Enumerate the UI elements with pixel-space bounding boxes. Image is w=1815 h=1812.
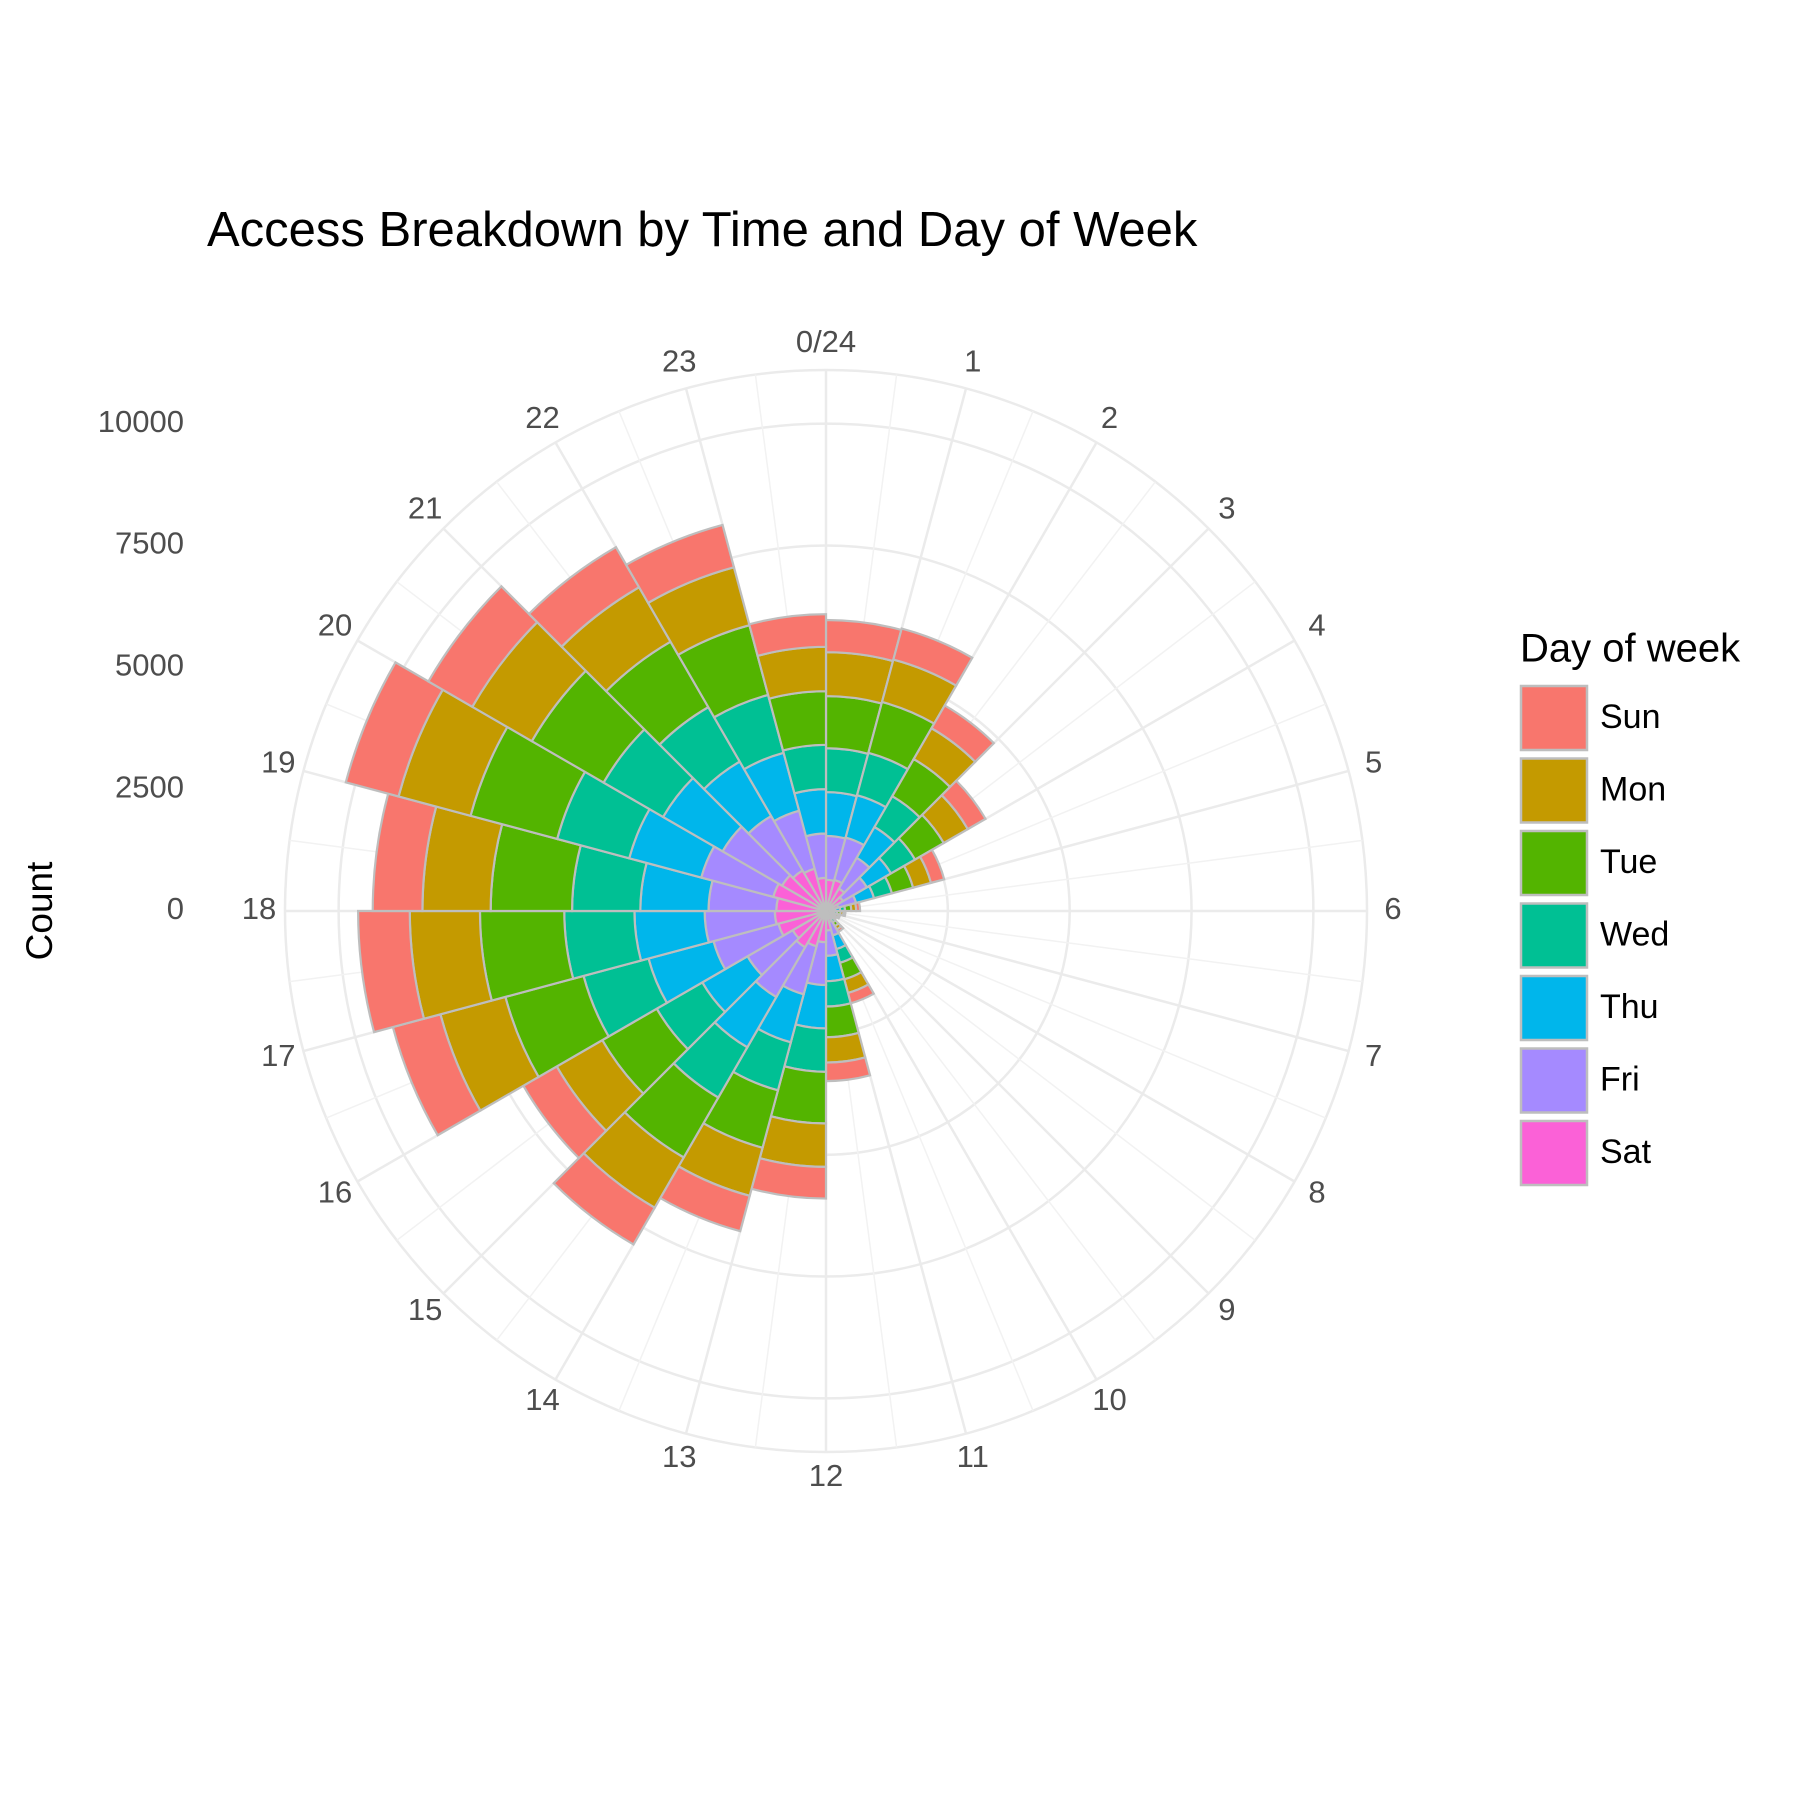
legend-key (1519, 974, 1589, 1042)
legend-label: Sun (1600, 698, 1661, 736)
bar-segment (527, 545, 641, 649)
legend-key (1519, 757, 1589, 824)
x-tick-label: 1 (964, 344, 981, 379)
x-tick-label: 16 (318, 1175, 352, 1210)
bar-segment (426, 584, 539, 709)
y-tick-label: 10000 (98, 404, 184, 439)
x-tick-label: 0/24 (796, 324, 856, 359)
x-tick-label: 11 (957, 1439, 989, 1474)
grid-spoke (825, 909, 1296, 1183)
minor-spoke (825, 910, 1363, 983)
legend-key (1519, 1119, 1589, 1187)
y-tick-label: 0 (167, 891, 184, 926)
bar-segment (841, 909, 847, 918)
x-tick-label: 4 (1308, 608, 1325, 643)
x-tick-label: 17 (261, 1038, 295, 1073)
legend-label: Sat (1600, 1133, 1652, 1171)
bar-segment (344, 660, 445, 798)
minor-spoke (825, 839, 1363, 912)
x-tick-label: 18 (242, 891, 276, 926)
x-tick-label: 19 (261, 744, 295, 779)
legend-title: Day of week (1520, 627, 1741, 671)
y-axis-title: Count (19, 861, 60, 960)
bar-segment (892, 627, 974, 688)
legend-label: Wed (1600, 915, 1669, 953)
x-tick-label: 22 (525, 400, 559, 435)
bar-segment (408, 909, 494, 1021)
bar-segment (624, 523, 736, 605)
x-tick-label: 3 (1218, 490, 1235, 525)
minor-spoke (825, 910, 1327, 1119)
grid-spoke (825, 910, 1210, 1295)
legend-key (1519, 1047, 1589, 1114)
bars (344, 523, 996, 1246)
x-tick-label: 5 (1365, 744, 1382, 779)
minor-spoke (825, 910, 1156, 1341)
bar-segment (421, 805, 504, 913)
bar-segment (940, 779, 988, 831)
bar-segment (918, 848, 946, 885)
x-tick-label: 20 (318, 608, 352, 643)
legend-key (1519, 829, 1589, 897)
x-tick-label: 23 (662, 344, 696, 379)
x-tick-label: 21 (408, 490, 442, 525)
bar-segment (747, 613, 828, 658)
bar-segment (853, 900, 862, 913)
x-tick-label: 2 (1101, 400, 1118, 435)
y-tick-label: 2500 (115, 769, 184, 804)
bar-segment (756, 645, 828, 701)
bar-segment (552, 1151, 657, 1246)
bar-segment (930, 703, 996, 764)
y-tick-label: 7500 (115, 526, 184, 561)
x-tick-label: 8 (1308, 1175, 1325, 1210)
legend-key (1519, 902, 1589, 969)
legend-key (1519, 684, 1589, 752)
legend-label: Thu (1600, 988, 1659, 1026)
x-tick-label: 12 (809, 1458, 843, 1493)
legend-label: Tue (1600, 843, 1657, 881)
x-tick-label: 14 (525, 1382, 559, 1417)
bar-segment (835, 913, 842, 920)
chart-title: Access Breakdown by Time and Day of Week (207, 203, 1198, 257)
x-tick-label: 9 (1218, 1292, 1235, 1327)
minor-spoke (825, 910, 1256, 1241)
x-tick-label: 13 (662, 1439, 696, 1474)
y-tick-label: 5000 (115, 647, 184, 682)
x-tick-label: 7 (1365, 1038, 1382, 1073)
bar-segment (357, 909, 426, 1034)
legend-label: Fri (1600, 1060, 1640, 1098)
legend-label: Mon (1600, 770, 1666, 808)
x-tick-label: 15 (408, 1292, 442, 1327)
x-tick-label: 6 (1384, 891, 1401, 926)
x-tick-label: 10 (1092, 1382, 1126, 1417)
grid-spoke (825, 909, 1349, 1053)
